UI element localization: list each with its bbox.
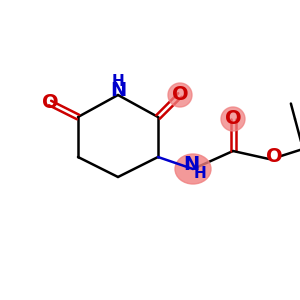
Text: O: O [172,85,188,104]
Text: N: N [110,80,126,100]
Ellipse shape [168,83,192,107]
Ellipse shape [221,107,245,131]
Text: H: H [112,74,124,88]
Text: O: O [225,110,241,128]
Text: N: N [183,155,199,175]
Text: O: O [42,94,58,112]
Text: O: O [266,148,282,166]
Ellipse shape [175,154,211,184]
Text: H: H [194,167,206,182]
